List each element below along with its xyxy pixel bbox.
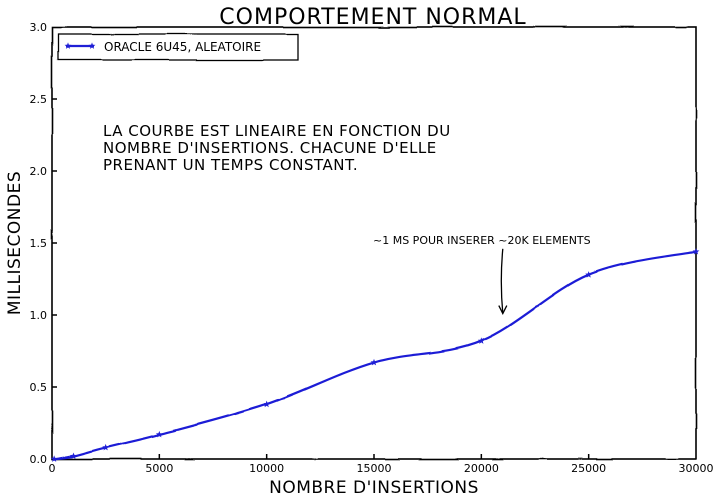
marker-layer [50,248,700,462]
series-layer [53,250,698,461]
y-tick-label: 0.5 [30,381,48,394]
y-tick-label: 2.5 [30,93,48,106]
data-point [155,430,163,438]
note-line-2: NOMBRE D'INSERTIONS. CHACUNE D'ELLE [103,139,437,157]
note-line-3: PRENANT UN TEMPS CONSTANT. [103,156,358,174]
x-tick-label: 10000 [249,462,284,475]
data-point [102,443,110,451]
arrow-head [498,305,508,316]
x-tick-label: 15000 [357,462,392,475]
legend-label: ORACLE 6U45, ALEATOIRE [104,40,261,54]
note-line-1: LA COURBE EST LINEAIRE EN FONCTION DU [103,122,451,140]
x-axis: 0 5000 10000 15000 20000 25000 30000 [49,454,714,475]
note-block: LA COURBE EST LINEAIRE EN FONCTION DU NO… [103,122,451,174]
y-tick-label: 1.5 [30,237,48,250]
data-point [263,400,271,408]
chart-title: COMPORTEMENT NORMAL [219,5,526,30]
data-point [692,248,700,255]
data-point [370,358,378,366]
series-line [53,250,698,461]
x-tick-label: 25000 [571,462,606,475]
data-point [477,337,485,344]
legend-marker [64,42,72,49]
data-point [70,452,77,460]
y-tick-label: 3.0 [30,21,48,34]
data-point [585,271,593,278]
y-axis-label: MILLISECONDES [5,171,25,315]
legend-box [57,33,299,61]
data-point [50,455,58,462]
y-tick-label: 0.0 [30,453,48,466]
arrow-shaft [500,248,504,314]
legend-marker [88,42,96,49]
y-axis: 0.0 0.5 1.0 1.5 2.0 2.5 3.0 [30,21,57,466]
x-tick-label: 0 [49,462,56,475]
x-tick-label: 5000 [145,462,173,475]
x-tick-label: 20000 [464,462,499,475]
x-axis-label: NOMBRE D'INSERTIONS [269,478,479,498]
annotation-arrow [498,248,508,316]
legend: ORACLE 6U45, ALEATOIRE [57,33,299,61]
y-tick-label: 1.0 [30,309,48,322]
y-tick-label: 2.0 [30,165,48,178]
annotation-text: ~1 MS POUR INSERER ~20K ELEMENTS [373,234,591,247]
x-tick-label: 30000 [679,462,714,475]
legend-swatch [64,42,96,49]
